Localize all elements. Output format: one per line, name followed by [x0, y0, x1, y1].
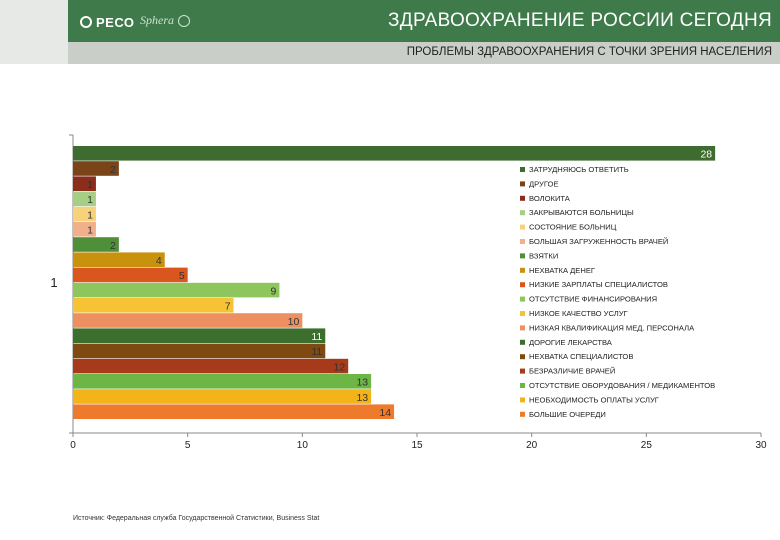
- bar-data-label: 2: [110, 164, 116, 176]
- bar: [73, 267, 188, 283]
- bar-data-label: 9: [271, 285, 277, 297]
- bar-data-label: 7: [225, 301, 231, 313]
- legend-swatch: [520, 267, 525, 273]
- bar-data-label: 14: [379, 407, 391, 419]
- legend-label: ЗАТРУДНЯЮСЬ ОТВЕТИТЬ: [529, 165, 629, 174]
- legend-label: ОТСУТСТВИЕ ОБОРУДОВАНИЯ / МЕДИКАМЕНТОВ: [529, 381, 715, 390]
- legend-label: ВОЛОКИТА: [529, 194, 571, 203]
- legend-label: ВЗЯТКИ: [529, 251, 558, 260]
- source-note: Источник: Федеральная служба Государстве…: [73, 515, 320, 522]
- sphera-logo: Sphera: [140, 13, 190, 28]
- bar-data-label: 10: [288, 316, 300, 328]
- bar: [73, 146, 716, 161]
- bar: [73, 282, 280, 298]
- legend-swatch: [520, 368, 525, 374]
- legend-swatch: [520, 167, 525, 172]
- x-tick-label: 15: [411, 440, 423, 451]
- bar-data-label: 11: [311, 346, 322, 358]
- legend-swatch: [520, 325, 525, 331]
- bar: [73, 358, 349, 374]
- header-side-panel: [0, 0, 68, 64]
- legend-label: СОСТОЯНИЕ БОЛЬНИЦ: [529, 223, 617, 232]
- legend-swatch: [520, 181, 525, 187]
- legend-label: ЗАКРЫВАЮТСЯ БОЛЬНИЦЫ: [529, 208, 634, 217]
- bar: [73, 176, 96, 191]
- bar-data-label: 13: [356, 392, 368, 404]
- x-tick-label: 0: [70, 440, 76, 451]
- slide-header: РЕСО Sphera ЗДРАВООХРАНЕНИЕ РОССИИ СЕГОД…: [0, 0, 780, 64]
- legend-label: НИЗКИЕ ЗАРПЛАТЫ СПЕЦИАЛИСТОВ: [529, 280, 668, 289]
- sphera-logo-text: Sphera: [140, 13, 174, 27]
- bar-data-label: 1: [87, 225, 93, 237]
- reso-logo: РЕСО: [80, 12, 135, 32]
- bar: [73, 237, 119, 252]
- legend-swatch: [520, 411, 525, 417]
- legend-swatch: [520, 239, 525, 244]
- legend-label: НЕХВАТКА СПЕЦИАЛИСТОВ: [529, 352, 633, 361]
- legend-swatch: [520, 210, 525, 216]
- legend-swatch: [520, 354, 525, 360]
- bar-data-label: 2: [110, 240, 116, 252]
- page-title: ЗДРАВООХРАНЕНИЕ РОССИИ СЕГОДНЯ: [388, 10, 772, 31]
- bar: [73, 328, 326, 343]
- bar: [73, 404, 395, 419]
- bar: [73, 252, 165, 267]
- legend-swatch: [520, 224, 525, 230]
- bar: [73, 206, 96, 222]
- globe-icon: [178, 14, 190, 27]
- bar-data-label: 11: [311, 331, 322, 343]
- legend-label: ОТСУТСТВИЕ ФИНАНСИРОВАНИЯ: [529, 295, 657, 304]
- legend-swatch: [520, 296, 525, 302]
- legend-label: НИЗКОЕ КАЧЕСТВО УСЛУГ: [529, 309, 628, 318]
- bar-data-label: 1: [87, 194, 93, 206]
- legend-label: БОЛЬШАЯ ЗАГРУЖЕННОСТЬ ВРАЧЕЙ: [529, 237, 668, 246]
- bar-data-label: 5: [179, 270, 185, 282]
- legend-label: БЕЗРАЗЛИЧИЕ ВРАЧЕЙ: [529, 367, 615, 376]
- legend-label: НИЗКАЯ КВАЛИФИКАЦИЯ МЕД. ПЕРСОНАЛА: [529, 323, 695, 332]
- legend-swatch: [520, 397, 525, 403]
- legend-label: БОЛЬШИЕ ОЧЕРЕДИ: [529, 410, 606, 419]
- legend-swatch: [520, 311, 525, 316]
- reso-logo-icon: [80, 16, 92, 28]
- x-tick-label: 25: [641, 440, 653, 451]
- bar: [73, 298, 234, 313]
- legend-swatch: [520, 195, 525, 201]
- legend-label: ДРУГОЕ: [529, 179, 559, 188]
- page-subtitle: ПРОБЛЕМЫ ЗДРАВООХРАНЕНИЯ С ТОЧКИ ЗРЕНИЯ …: [406, 46, 772, 58]
- bar: [73, 343, 326, 359]
- bar-data-label: 1: [87, 209, 93, 221]
- x-tick-label: 20: [526, 440, 538, 451]
- subtitle-band: [68, 42, 780, 64]
- bar: [73, 374, 372, 389]
- bar: [73, 222, 96, 237]
- bar-data-label: 12: [334, 361, 346, 373]
- legend-swatch: [520, 253, 525, 259]
- bar-data-label: 1: [87, 179, 93, 191]
- reso-logo-text: РЕСО: [96, 14, 135, 30]
- x-tick-label: 5: [185, 440, 191, 451]
- legend-label: НЕХВАТКА ДЕНЕГ: [529, 266, 595, 275]
- bar: [73, 161, 119, 176]
- bar-data-label: 13: [356, 377, 368, 389]
- legend-swatch: [520, 339, 525, 345]
- legend-swatch: [520, 383, 525, 388]
- bar-data-label: 4: [156, 255, 162, 267]
- bar-data-label: 28: [700, 149, 712, 161]
- x-tick-label: 10: [297, 440, 309, 451]
- bar: [73, 191, 96, 207]
- y-category-label: 1: [50, 275, 57, 290]
- bar: [73, 313, 303, 328]
- x-tick-label: 30: [755, 440, 767, 451]
- legend-label: ДОРОГИЕ ЛЕКАРСТВА: [529, 338, 613, 347]
- legend-swatch: [520, 282, 525, 288]
- bar: [73, 389, 372, 404]
- legend-label: НЕОБХОДИМОСТЬ ОПЛАТЫ УСЛУГ: [529, 395, 659, 404]
